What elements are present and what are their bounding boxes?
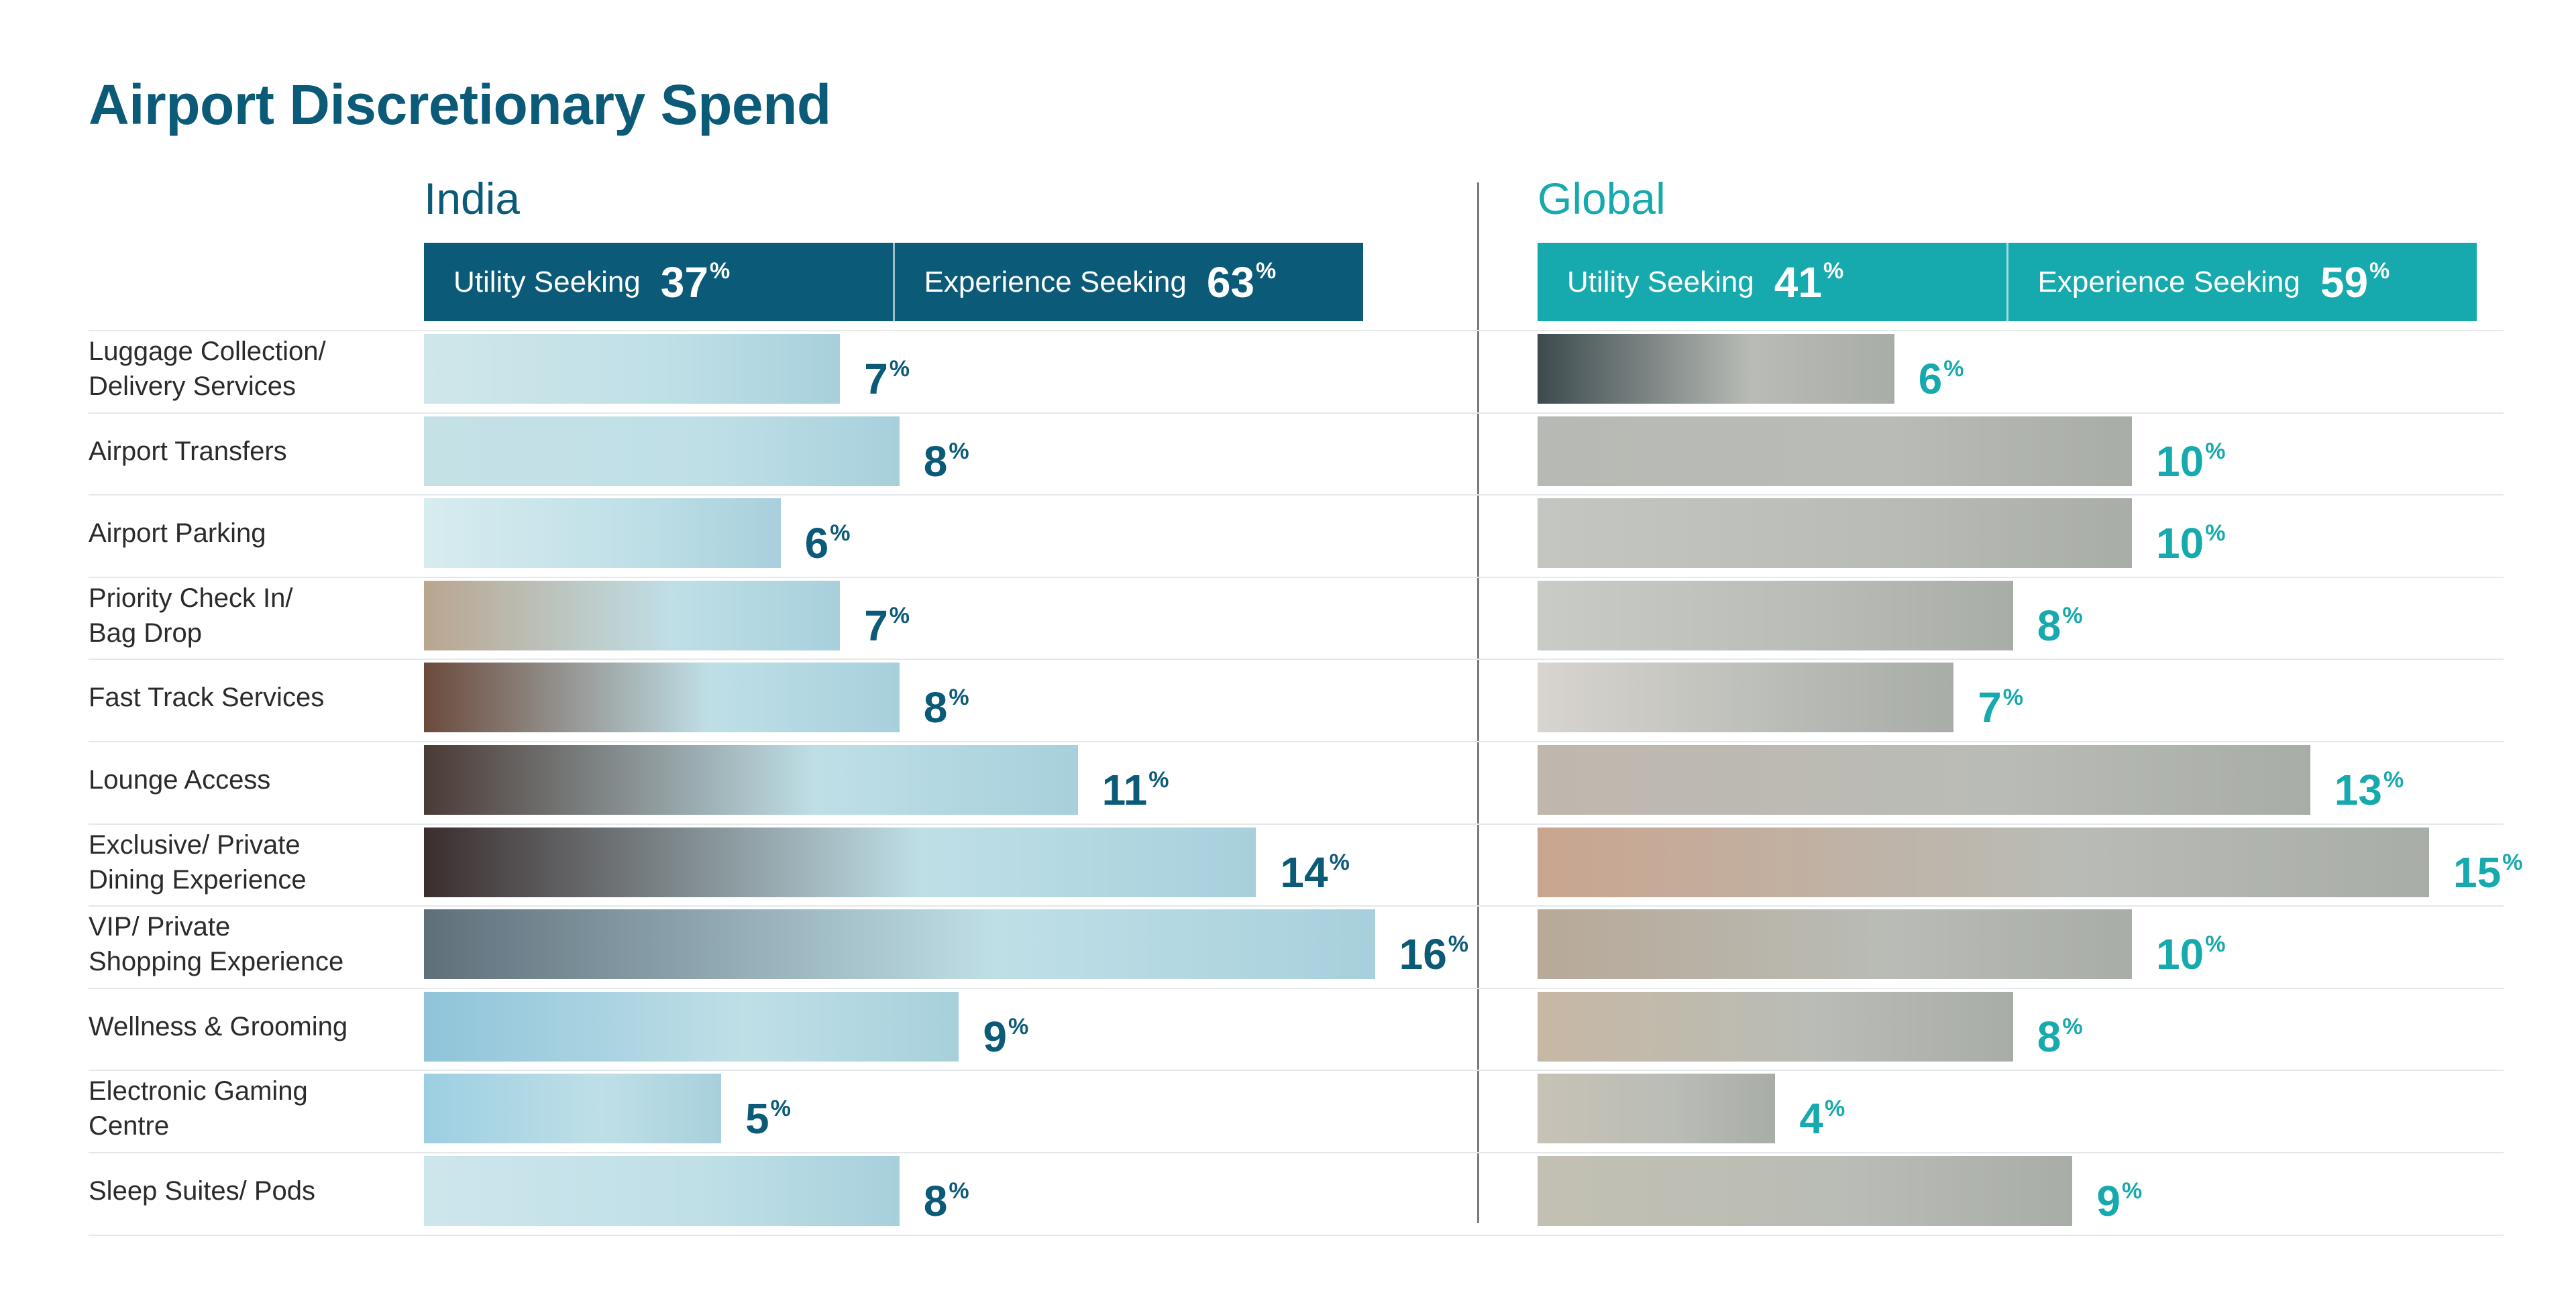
chart-title: Airport Discretionary Spend xyxy=(89,73,831,136)
global-utility-label: Utility Seeking xyxy=(1567,265,1754,298)
global-experience-segment: Experience Seeking 59% xyxy=(2006,243,2477,321)
global-value-label: 8% xyxy=(2037,601,2083,650)
global-bar xyxy=(1538,663,1954,733)
global-value-label: 6% xyxy=(1918,355,1964,403)
global-bar xyxy=(1538,827,2429,897)
india-utility-value: 37% xyxy=(660,258,731,306)
global-value-label: 7% xyxy=(1978,683,2024,732)
global-value-label: 9% xyxy=(2096,1177,2143,1225)
global-value-label: 10% xyxy=(2156,437,2226,486)
row-separator xyxy=(89,576,2504,578)
category-label: Wellness & Grooming xyxy=(89,1011,348,1041)
global-bar xyxy=(1538,1156,2073,1226)
global-bar xyxy=(1538,416,2132,486)
global-bar xyxy=(1538,580,2013,650)
india-bar xyxy=(424,334,841,404)
global-value-label: 4% xyxy=(1799,1094,1845,1143)
india-value-label: 5% xyxy=(745,1094,791,1143)
india-bar xyxy=(424,416,900,486)
global-value-label: 8% xyxy=(2037,1012,2083,1061)
global-bar xyxy=(1538,991,2013,1062)
global-utility-segment: Utility Seeking 41% xyxy=(1538,243,2006,321)
india-bar xyxy=(424,909,1375,980)
india-value-label: 9% xyxy=(983,1012,1029,1061)
india-bar xyxy=(424,580,841,650)
global-value-label: 15% xyxy=(2453,848,2523,897)
global-experience-label: Experience Seeking xyxy=(2037,265,2300,298)
global-value-label: 13% xyxy=(2334,766,2404,814)
panel-divider xyxy=(1477,182,1479,1223)
row-separator xyxy=(89,741,2504,742)
row-separator xyxy=(89,330,2504,331)
india-value-label: 14% xyxy=(1280,848,1350,897)
global-bar xyxy=(1538,745,2310,815)
india-value-label: 7% xyxy=(864,355,910,403)
row-separator xyxy=(89,659,2504,661)
india-value-label: 6% xyxy=(804,519,851,568)
india-experience-value: 63% xyxy=(1206,258,1277,306)
india-value-label: 8% xyxy=(923,683,969,732)
row-separator xyxy=(89,905,2504,907)
india-utility-label: Utility Seeking xyxy=(453,265,641,298)
category-label: Airport Transfers xyxy=(89,436,287,466)
category-label: Exclusive/ Private Dining Experience xyxy=(89,830,307,895)
global-value-label: 10% xyxy=(2156,519,2226,568)
india-value-label: 11% xyxy=(1102,766,1169,814)
global-utility-value: 41% xyxy=(1774,258,1844,306)
india-bar xyxy=(424,1074,721,1144)
india-bar xyxy=(424,1156,900,1226)
india-panel-title: India xyxy=(424,174,521,223)
india-value-label: 8% xyxy=(923,1177,969,1225)
global-value-label: 10% xyxy=(2156,930,2226,979)
india-bar xyxy=(424,991,959,1062)
category-label: Lounge Access xyxy=(89,765,271,795)
india-utility-segment: Utility Seeking 37% xyxy=(424,243,893,321)
india-segment-header: Utility Seeking 37% Experience Seeking 6… xyxy=(424,243,1363,321)
global-experience-value: 59% xyxy=(2320,258,2390,306)
category-label: Sleep Suites/ Pods xyxy=(89,1176,315,1206)
india-value-label: 16% xyxy=(1399,930,1469,979)
category-label: Electronic Gaming Centre xyxy=(89,1076,308,1141)
global-bar xyxy=(1538,498,2132,569)
row-separator xyxy=(89,1070,2504,1072)
row-separator xyxy=(89,412,2504,414)
category-label: VIP/ Private Shopping Experience xyxy=(89,912,344,977)
india-bar xyxy=(424,827,1256,897)
global-panel-title: Global xyxy=(1538,174,1666,223)
india-value-label: 7% xyxy=(864,601,910,650)
category-label: Luggage Collection/ Delivery Services xyxy=(89,337,326,401)
row-separator xyxy=(89,1152,2504,1153)
india-bar xyxy=(424,745,1078,815)
row-separator xyxy=(89,494,2504,496)
category-label: Airport Parking xyxy=(89,518,266,549)
india-bar xyxy=(424,498,781,569)
category-label: Priority Check In/ Bag Drop xyxy=(89,583,293,648)
global-bar xyxy=(1538,1074,1776,1144)
india-bar xyxy=(424,663,900,733)
india-experience-label: Experience Seeking xyxy=(924,265,1187,298)
global-segment-header: Utility Seeking 41% Experience Seeking 5… xyxy=(1538,243,2477,321)
row-separator xyxy=(89,987,2504,989)
global-bar xyxy=(1538,334,1894,404)
india-experience-segment: Experience Seeking 63% xyxy=(892,243,1364,321)
category-label: Fast Track Services xyxy=(89,683,325,713)
row-separator xyxy=(89,1234,2504,1236)
global-bar xyxy=(1538,909,2132,980)
india-value-label: 8% xyxy=(923,437,969,486)
row-separator xyxy=(89,823,2504,825)
